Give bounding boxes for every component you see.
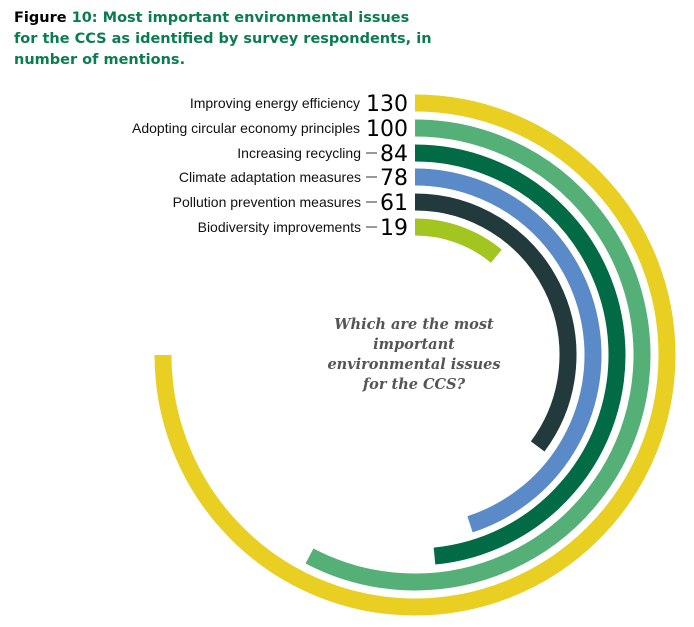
label-layer: 130 Improving energy efficiency 100 Adoptin… [132,92,408,241]
value-label-increasing-recycling: 84 [380,142,408,167]
value-label-biodiversity-improvements: 19 [380,216,408,241]
center-text-line: important [373,336,455,353]
center-text-line: environmental issues [327,356,500,373]
value-label-pollution-prevention-measures: 61 [380,191,408,216]
arc-pollution-prevention-measures [414,193,577,452]
arc-biodiversity-improvements [414,218,502,263]
category-label-biodiversity-improvements: Biodiversity improvements [198,219,361,235]
arc-increasing-recycling [414,144,626,565]
category-label-improving-energy-efficiency: Improving energy efficiency [190,95,360,111]
value-label-improving-energy-efficiency: 130 [366,92,408,117]
category-label-increasing-recycling: Increasing recycling [237,145,361,161]
category-label-climate-adaptation-measures: Climate adaptation measures [179,169,361,185]
arc-adopting-circular-economy-principles [305,119,651,591]
arc-improving-energy-efficiency [154,94,676,616]
value-label-climate-adaptation-measures: 78 [380,166,408,191]
arc-layer [154,94,676,616]
value-label-adopting-circular-economy-principles: 100 [366,117,408,142]
center-text-line: for the CCS? [362,376,466,393]
caption-text: 10: Most important environmental issues … [14,10,432,68]
category-label-pollution-prevention-measures: Pollution prevention measures [173,194,361,210]
center-question: Which are the most important environmental… [327,316,500,393]
category-label-adopting-circular-economy-principles: Adopting circular economy principles [132,120,360,136]
arc-climate-adaptation-measures [414,168,602,533]
center-text-line: Which are the most [334,316,494,333]
figure-caption: Figure 10: Most important environmental … [14,8,434,71]
figure-word: Figure [14,10,67,26]
